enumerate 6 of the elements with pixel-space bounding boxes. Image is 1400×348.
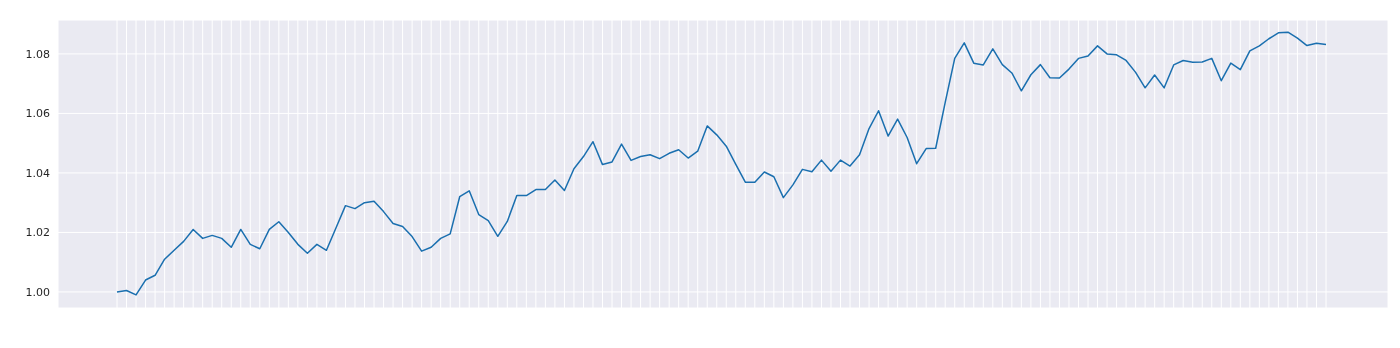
y-tick-label: 1.04 xyxy=(25,166,50,180)
line-series xyxy=(116,31,1327,296)
y-tick-label: 1.00 xyxy=(25,285,50,299)
y-tick-label: 1.02 xyxy=(25,226,50,240)
y-tick-label: 1.06 xyxy=(25,107,50,121)
y-tick-label: 1.08 xyxy=(25,47,50,61)
